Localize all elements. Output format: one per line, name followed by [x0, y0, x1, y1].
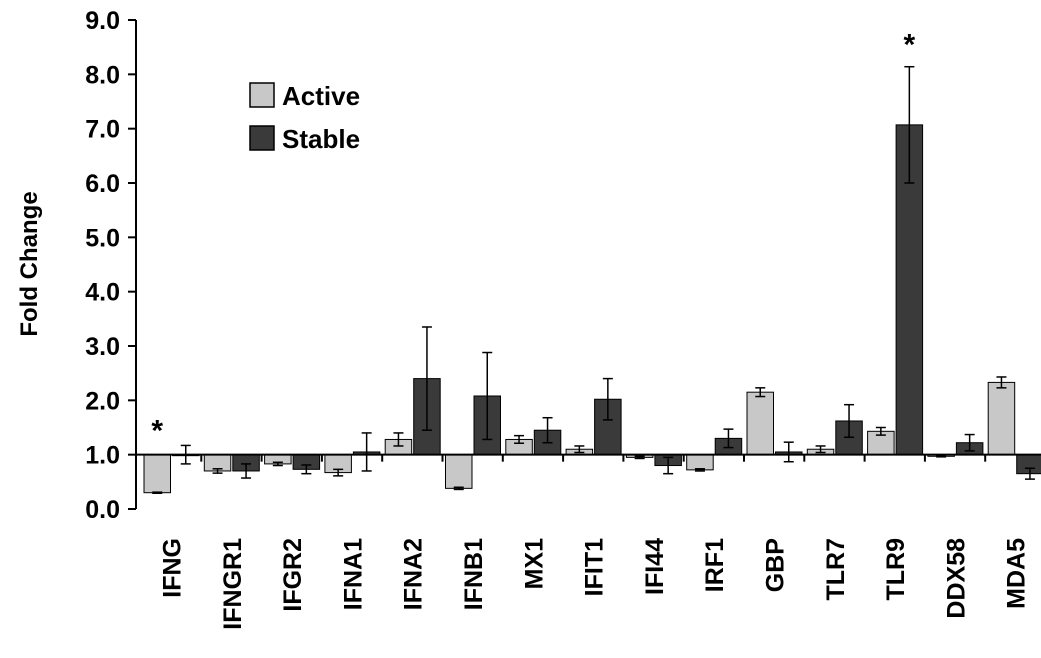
legend-label-active: Active — [282, 81, 360, 111]
legend: Active Stable — [249, 81, 360, 154]
significance-marker: * — [151, 415, 163, 448]
category-label: MX1 — [520, 538, 548, 590]
category-label: GBP — [762, 538, 790, 592]
y-tick-label: 7.0 — [85, 116, 120, 144]
baseline — [136, 453, 1041, 462]
y-tick-label: 6.0 — [85, 170, 120, 198]
category-label: IFNGR1 — [219, 538, 247, 630]
category-label: IFI44 — [641, 538, 669, 595]
y-tick-label: 5.0 — [85, 224, 120, 252]
y-axis: 0.0 1.0 2.0 3.0 4.0 5.0 6.0 7.0 8.0 9.0 — [85, 7, 137, 524]
category-label: IFNA1 — [339, 538, 367, 610]
category-label: IFNA2 — [400, 538, 428, 610]
y-tick-label: 3.0 — [85, 333, 120, 361]
bar-stable — [1016, 454, 1041, 475]
category-labels: IFNG IFNGR1 IFGR2 IFNA1 IFNA2 IFNB1 MX1 IFIT1 IF… — [159, 538, 1031, 630]
bar-active — [987, 381, 1016, 456]
bar-active — [143, 454, 171, 494]
y-axis-title: Fold Change — [16, 191, 43, 336]
bar-active — [445, 454, 473, 489]
category-label: IFGR2 — [279, 538, 307, 612]
category-label: MDA5 — [1003, 538, 1031, 609]
category-label: IRF1 — [701, 538, 729, 592]
annotations: ** — [151, 29, 915, 448]
bar-active — [746, 391, 774, 456]
legend-swatch-stable — [249, 125, 275, 151]
y-tick-label: 0.0 — [85, 496, 120, 524]
category-label: IFIT1 — [581, 538, 609, 596]
category-label: IFNG — [159, 538, 187, 598]
bars — [143, 65, 1041, 494]
significance-marker: * — [904, 29, 916, 62]
y-tick-label: 4.0 — [85, 279, 120, 307]
y-tick-label: 8.0 — [85, 61, 120, 89]
bar-active — [686, 454, 714, 471]
category-label: TLR7 — [822, 538, 850, 601]
category-label: IFNB1 — [460, 538, 488, 610]
legend-swatch-active — [249, 82, 275, 108]
y-tick-label: 9.0 — [85, 7, 120, 35]
y-tick-label: 2.0 — [85, 387, 120, 415]
category-label: DDX58 — [942, 538, 970, 619]
y-tick-label: 1.0 — [85, 442, 120, 470]
category-label: TLR9 — [882, 538, 910, 601]
legend-label-stable: Stable — [282, 124, 360, 154]
